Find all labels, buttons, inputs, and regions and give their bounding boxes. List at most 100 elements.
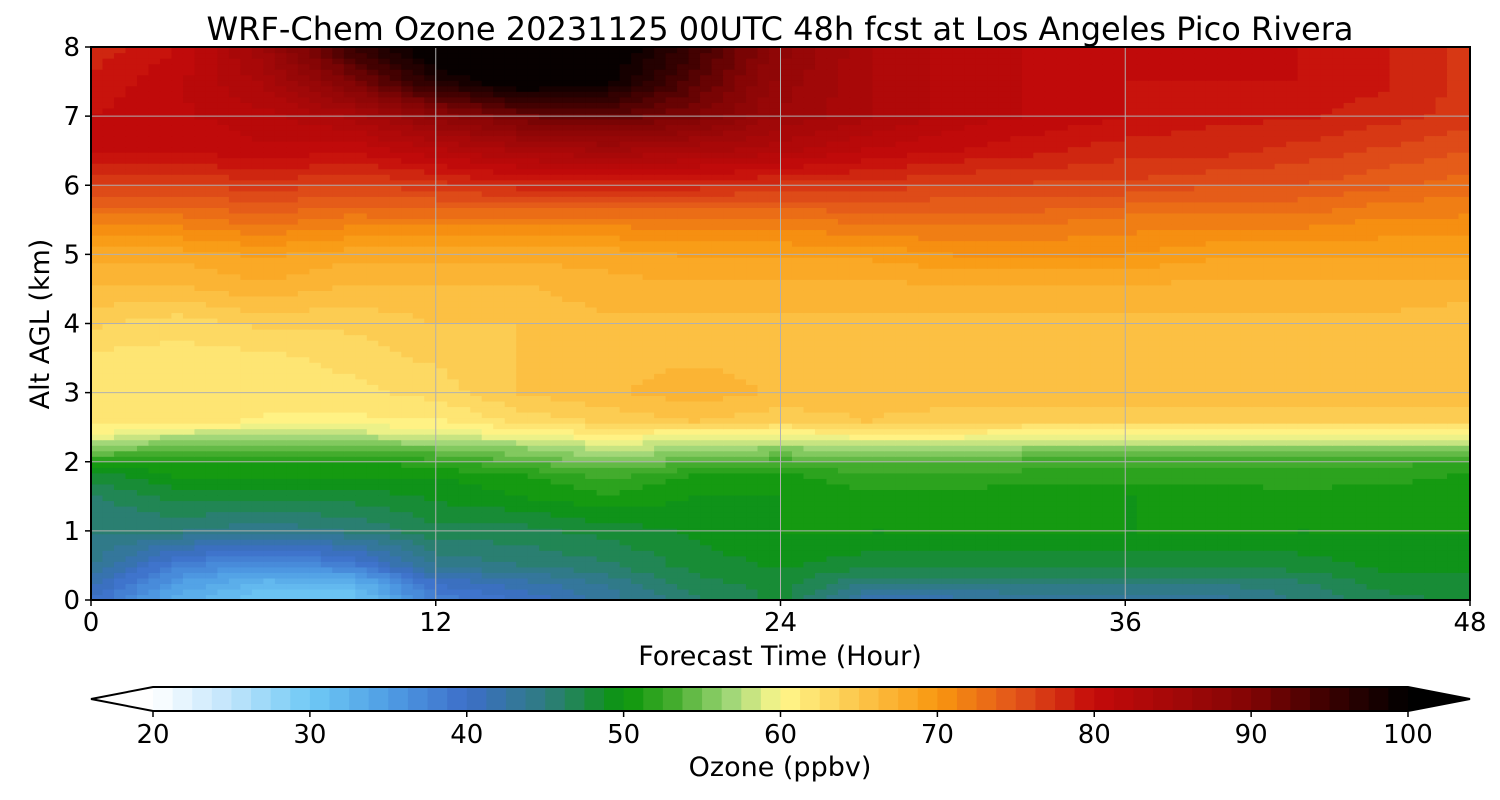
- heatmap-cell: [251, 577, 264, 585]
- heatmap-cell: [837, 400, 851, 408]
- heatmap-cell: [608, 373, 621, 380]
- heatmap-cell: [1435, 583, 1448, 590]
- heatmap-cell: [171, 494, 184, 502]
- heatmap-cell: [1332, 439, 1345, 446]
- heatmap-cell: [573, 373, 586, 380]
- heatmap-cell: [791, 522, 805, 529]
- heatmap-cell: [458, 533, 471, 540]
- heatmap-cell: [1194, 400, 1207, 408]
- heatmap-cell: [205, 550, 219, 557]
- heatmap-cell: [1309, 572, 1322, 579]
- heatmap-cell: [274, 428, 287, 435]
- heatmap-cell: [562, 550, 575, 557]
- heatmap-cell: [1182, 517, 1195, 524]
- heatmap-cell: [631, 550, 644, 557]
- heatmap-cell: [113, 417, 127, 424]
- heatmap-cell: [113, 472, 127, 479]
- heatmap-cell: [527, 417, 540, 424]
- heatmap-cell: [136, 539, 150, 546]
- heatmap-cell: [286, 483, 299, 490]
- heatmap-cell: [389, 594, 402, 601]
- heatmap-cell: [1297, 566, 1310, 573]
- heatmap-cell: [1102, 461, 1115, 468]
- heatmap-cell: [527, 522, 540, 529]
- heatmap-cell: [1366, 472, 1379, 479]
- heatmap-cell: [596, 378, 609, 385]
- heatmap-cell: [1125, 400, 1138, 408]
- heatmap-cell: [1401, 583, 1414, 590]
- heatmap-cell: [1263, 511, 1276, 518]
- heatmap-cell: [619, 395, 632, 402]
- heatmap-cell: [389, 472, 402, 479]
- heatmap-cell: [1389, 572, 1402, 579]
- heatmap-cell: [504, 511, 517, 518]
- heatmap-cell: [826, 428, 839, 435]
- heatmap-cell: [711, 400, 724, 408]
- heatmap-cell: [309, 583, 322, 590]
- heatmap-cell: [1228, 517, 1241, 524]
- heatmap-cell: [412, 483, 425, 490]
- heatmap-cell: [700, 588, 713, 596]
- heatmap-cell: [263, 533, 276, 540]
- heatmap-cell: [274, 572, 287, 579]
- heatmap-cell: [1424, 406, 1437, 413]
- heatmap-cell: [952, 450, 965, 457]
- heatmap-cell: [136, 572, 150, 579]
- heatmap-cell: [665, 533, 678, 540]
- heatmap-cell: [585, 555, 598, 562]
- heatmap-cell: [1194, 450, 1207, 457]
- heatmap-cell: [1228, 583, 1241, 590]
- heatmap-cell: [1274, 561, 1287, 568]
- heatmap-cell: [171, 367, 184, 374]
- heatmap-cell: [688, 494, 701, 502]
- heatmap-cell: [849, 467, 862, 474]
- heatmap-cell: [1366, 494, 1379, 502]
- heatmap-cell: [734, 456, 747, 463]
- heatmap-cell: [1309, 544, 1322, 551]
- heatmap-cell: [964, 577, 977, 585]
- heatmap-cell: [1401, 555, 1414, 562]
- heatmap-cell: [746, 478, 759, 485]
- heatmap-cell: [1033, 566, 1046, 573]
- heatmap-cell: [1263, 434, 1276, 441]
- heatmap-cell: [723, 367, 736, 374]
- heatmap-cell: [734, 428, 747, 435]
- heatmap-cell: [723, 505, 736, 513]
- heatmap-cell: [826, 384, 839, 391]
- heatmap-cell: [780, 539, 793, 546]
- heatmap-cell: [1332, 583, 1345, 590]
- heatmap-cell: [654, 417, 667, 424]
- heatmap-cell: [1044, 544, 1057, 551]
- heatmap-cell: [355, 406, 368, 413]
- heatmap-cell: [1320, 555, 1333, 562]
- heatmap-cell: [769, 384, 782, 391]
- heatmap-cell: [286, 544, 299, 551]
- heatmap-cell: [389, 550, 402, 557]
- heatmap-cell: [619, 511, 632, 518]
- heatmap-cell: [1182, 533, 1195, 540]
- heatmap-cell: [355, 461, 368, 468]
- heatmap-cell: [470, 533, 483, 540]
- heatmap-cell: [688, 417, 701, 424]
- heatmap-cell: [182, 467, 196, 474]
- heatmap-cell: [1458, 517, 1471, 524]
- heatmap-cell: [1286, 461, 1299, 468]
- heatmap-cell: [918, 467, 931, 474]
- heatmap-cell: [1148, 555, 1161, 562]
- heatmap-cell: [1228, 450, 1241, 457]
- heatmap-cell: [573, 461, 586, 468]
- heatmap-cell: [1194, 384, 1207, 391]
- heatmap-cell: [1447, 588, 1460, 596]
- heatmap-cell: [1251, 411, 1264, 419]
- heatmap-cell: [527, 505, 540, 513]
- heatmap-cell: [1136, 566, 1149, 573]
- heatmap-cell: [1343, 373, 1356, 380]
- heatmap-cell: [171, 411, 184, 419]
- heatmap-cell: [769, 378, 782, 385]
- heatmap-cell: [780, 566, 793, 573]
- heatmap-cell: [723, 378, 736, 385]
- heatmap-cell: [1079, 544, 1092, 551]
- heatmap-cell: [1194, 544, 1207, 551]
- heatmap-cell: [1240, 483, 1253, 490]
- heatmap-cell: [677, 588, 690, 596]
